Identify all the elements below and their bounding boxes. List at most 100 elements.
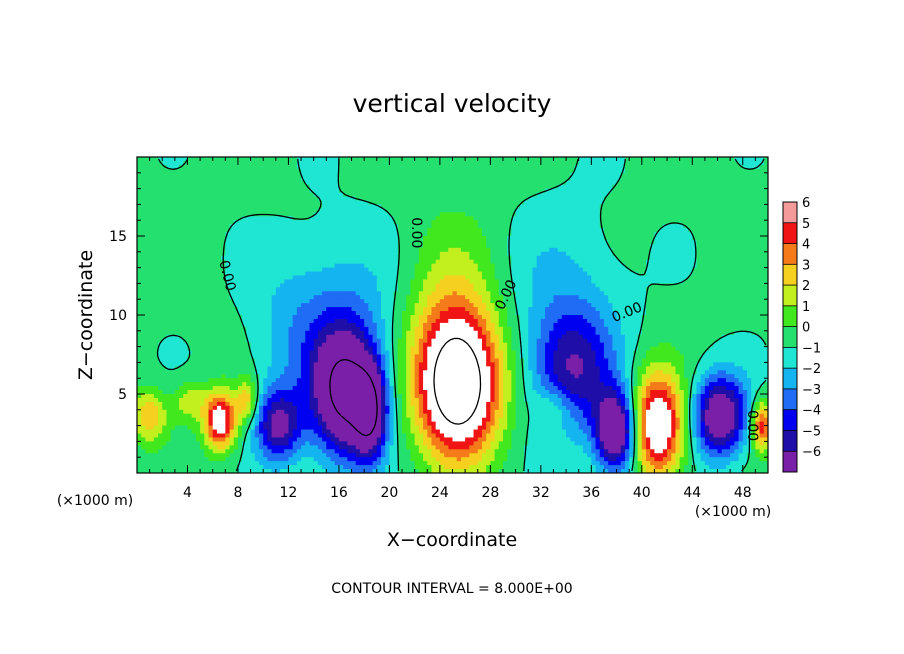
- field-cell: [242, 188, 247, 194]
- field-cell: [389, 184, 395, 190]
- field-cell: [528, 164, 534, 170]
- field-cell: [174, 251, 180, 257]
- field-cell: [191, 200, 197, 205]
- field-cell: [502, 232, 508, 237]
- field-cell: [675, 224, 681, 229]
- field-cell: [763, 200, 768, 205]
- field-cell: [587, 160, 592, 166]
- field-cell: [313, 263, 319, 269]
- field-cell: [612, 224, 618, 229]
- field-cell: [692, 228, 698, 233]
- field-cell: [477, 176, 483, 182]
- field-cell: [246, 192, 252, 198]
- field-cell: [515, 271, 521, 277]
- field-cell: [595, 176, 601, 182]
- field-cell: [145, 212, 151, 217]
- field-cell: [296, 176, 302, 182]
- field-cell: [288, 200, 294, 205]
- field-cell: [364, 172, 369, 178]
- field-cell: [671, 157, 677, 162]
- field-cell: [646, 196, 651, 202]
- field-cell: [208, 192, 214, 198]
- field-cell: [759, 164, 765, 170]
- field-cell: [141, 287, 147, 292]
- field-cell: [679, 200, 685, 205]
- field-cell: [540, 208, 546, 213]
- field-cell: [187, 176, 193, 182]
- field-cell: [296, 184, 302, 190]
- field-cell: [502, 251, 508, 257]
- field-cell: [713, 271, 719, 277]
- field-cell: [338, 283, 344, 288]
- field-cell: [481, 232, 487, 237]
- field-cell: [633, 251, 639, 257]
- field-cell: [267, 263, 273, 269]
- field-cell: [646, 168, 651, 174]
- field-cell: [174, 164, 180, 170]
- field-cell: [191, 236, 197, 241]
- field-cell: [700, 283, 706, 288]
- field-cell: [343, 267, 348, 273]
- field-cell: [330, 251, 336, 257]
- field-cell: [368, 232, 374, 237]
- field-cell: [242, 259, 247, 265]
- field-cell: [385, 259, 390, 265]
- field-cell: [179, 192, 184, 198]
- field-cell: [326, 184, 332, 190]
- field-cell: [334, 271, 340, 277]
- field-cell: [734, 184, 740, 190]
- field-cell: [368, 236, 374, 241]
- field-cell: [195, 228, 201, 233]
- field-cell: [305, 224, 311, 229]
- field-cell: [216, 188, 222, 194]
- field-cell: [603, 196, 609, 202]
- field-cell: [515, 228, 521, 233]
- field-cell: [380, 176, 386, 182]
- field-cell: [490, 176, 496, 182]
- field-cell: [431, 259, 437, 265]
- field-cell: [368, 275, 374, 281]
- field-cell: [637, 232, 643, 237]
- field-cell: [570, 172, 576, 178]
- field-cell: [149, 275, 155, 281]
- field-cell: [309, 279, 315, 284]
- field-cell: [246, 255, 252, 261]
- field-cell: [570, 267, 576, 273]
- field-cell: [305, 164, 311, 170]
- field-cell: [364, 180, 369, 186]
- field-cell: [603, 164, 609, 170]
- field-cell: [671, 271, 677, 277]
- field-cell: [519, 164, 525, 170]
- field-cell: [730, 267, 735, 273]
- field-cell: [624, 168, 630, 174]
- field-cell: [641, 239, 647, 245]
- field-cell: [498, 172, 504, 178]
- field-cell: [675, 204, 681, 209]
- field-cell: [162, 232, 168, 237]
- field-cell: [599, 208, 605, 213]
- field-cell: [494, 259, 500, 265]
- field-cell: [490, 275, 496, 281]
- field-cell: [330, 176, 336, 182]
- field-cell: [372, 216, 378, 221]
- field-cell: [738, 196, 744, 202]
- field-cell: [326, 243, 332, 249]
- field-cell: [519, 239, 525, 245]
- field-cell: [141, 168, 147, 174]
- field-cell: [439, 271, 445, 277]
- field-cell: [427, 157, 433, 162]
- field-cell: [620, 180, 626, 186]
- field-cell: [402, 251, 407, 257]
- field-cell: [704, 259, 710, 265]
- field-cell: [608, 236, 613, 241]
- field-cell: [557, 192, 563, 198]
- field-cell: [406, 271, 412, 277]
- field-cell: [153, 192, 159, 198]
- field-cell: [216, 168, 222, 174]
- field-cell: [519, 232, 525, 237]
- field-cell: [221, 192, 226, 198]
- field-cell: [578, 243, 584, 249]
- field-cell: [688, 239, 693, 245]
- field-cell: [603, 220, 609, 225]
- field-cell: [448, 216, 454, 221]
